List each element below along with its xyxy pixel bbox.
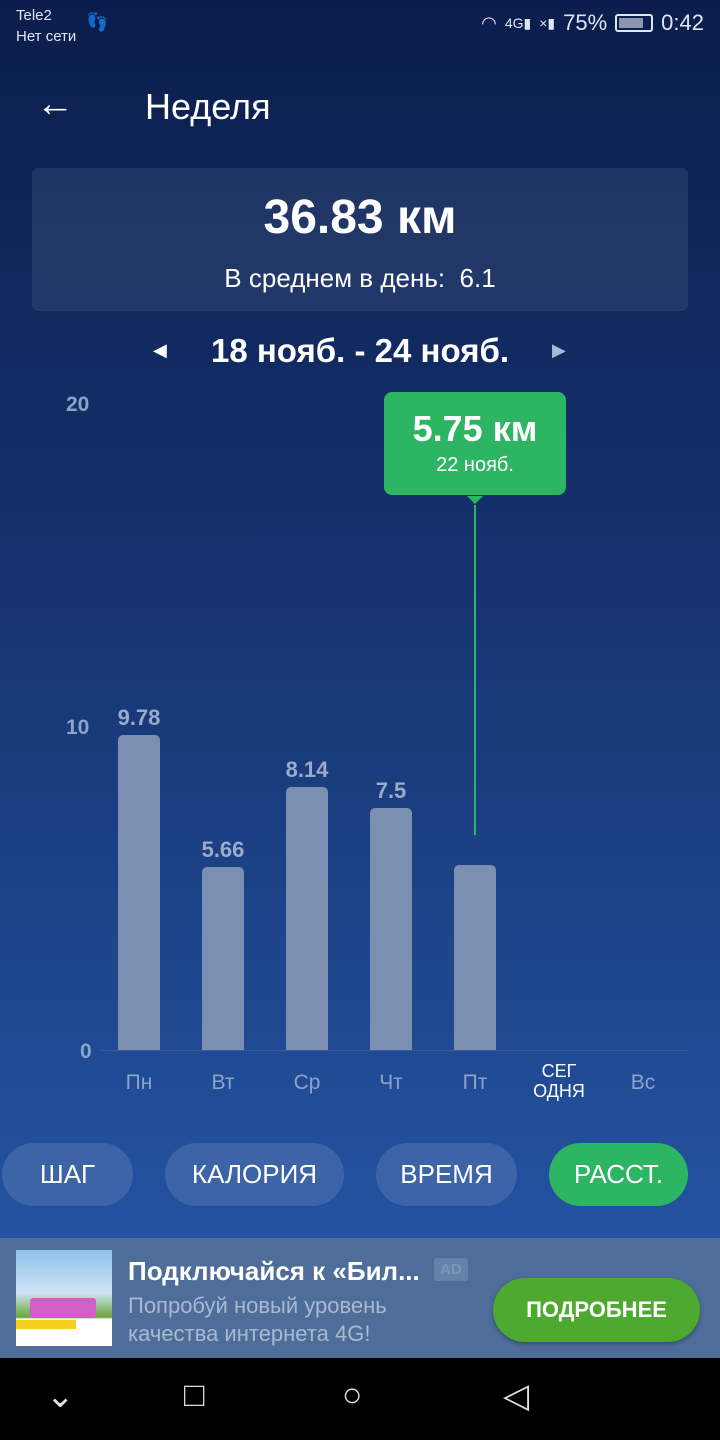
bar-4[interactable] <box>454 864 496 1050</box>
average-value: 6.1 <box>459 263 496 293</box>
tab-time[interactable]: ВРЕМЯ <box>376 1143 517 1206</box>
back-triangle-icon[interactable]: ◁ <box>503 1377 530 1415</box>
arrow-left-icon[interactable]: ← <box>36 83 74 125</box>
tooltip-value: 5.75 км <box>412 408 538 449</box>
y-tick-label: 0 <box>80 1040 92 1063</box>
ad-badge: AD <box>434 1258 468 1281</box>
home-circle-icon[interactable]: ○ <box>342 1376 363 1414</box>
wifi-icon: ◠ <box>481 12 497 33</box>
x-axis-line <box>100 1050 688 1051</box>
daily-average: В среднем в день: 6.1 <box>32 263 688 294</box>
selected-day-tooltip: 5.75 км 22 нояб. <box>384 392 566 504</box>
x-tick-label[interactable]: СЕГ ОДНЯ <box>533 1061 585 1101</box>
recents-square-icon[interactable]: □ <box>184 1376 205 1414</box>
ad-text-line: качества интернета 4G! <box>128 1321 371 1346</box>
x-tick-label[interactable]: Пн <box>125 1071 153 1094</box>
x-tick-label[interactable]: Ср <box>293 1071 321 1094</box>
summary-card: 36.83 км В среднем в день: 6.1 <box>32 168 688 311</box>
tab-calories[interactable]: КАЛОРИЯ <box>165 1143 344 1206</box>
network-status: Нет сети <box>16 28 77 45</box>
ad-more-button[interactable]: ПОДРОБНЕЕ <box>493 1278 700 1342</box>
date-range: 18 нояб. - 24 нояб. <box>211 332 509 369</box>
bar-value-label: 9.78 <box>117 704 161 730</box>
x-tick-label[interactable]: Пт <box>462 1071 488 1094</box>
x-tick-label[interactable]: Вт <box>211 1071 235 1094</box>
total-distance: 36.83 км <box>263 191 457 244</box>
tooltip-line <box>474 505 476 835</box>
ad-title[interactable]: Подключайся к «Бил... <box>128 1256 420 1286</box>
footsteps-icon: 👣 <box>86 12 109 32</box>
ad-banner[interactable]: Подключайся к «Бил... AD Попробуй новый … <box>0 1238 720 1358</box>
signal-4g-icon: 4G▮ <box>504 14 532 31</box>
ad-text: Попробуй новый уровень качества интернет… <box>128 1292 387 1348</box>
status-bar: Tele2 Нет сети 👣 ◠ 4G▮ ×▮ 75% 0:42 <box>0 0 720 50</box>
ad-text-line: Попробуй новый уровень <box>128 1293 387 1318</box>
navigation-bar: ⌄ □ ○ ◁ <box>0 1358 720 1440</box>
signal-no-sim-icon: ×▮ <box>539 14 556 31</box>
tooltip-date: 22 нояб. <box>436 454 514 476</box>
battery-saver-icon <box>615 14 654 32</box>
ad-image[interactable] <box>16 1250 112 1346</box>
chevron-down-icon[interactable]: ⌄ <box>46 1377 75 1415</box>
clock: 0:42 <box>661 10 704 35</box>
previous-week-icon[interactable]: ◀ <box>153 340 167 360</box>
bar-value-label: 8.14 <box>285 757 329 783</box>
carrier-name: Tele2 <box>16 7 52 24</box>
y-tick-label: 10 <box>66 716 90 739</box>
tab-distance[interactable]: РАССТ. <box>549 1143 688 1206</box>
bar-3[interactable] <box>370 808 412 1050</box>
tab-steps[interactable]: ШАГ <box>2 1143 133 1206</box>
x-tick-label[interactable]: Чт <box>379 1071 403 1094</box>
bar-2[interactable] <box>286 787 328 1050</box>
next-week-icon[interactable]: ▶ <box>552 340 566 360</box>
x-tick-label[interactable]: Вс <box>630 1071 656 1094</box>
carrier-info: Tele2 Нет сети <box>16 5 76 47</box>
y-tick-label: 20 <box>66 393 90 416</box>
bar-0[interactable] <box>118 734 160 1050</box>
page-title: Неделя <box>145 86 271 127</box>
status-icons: ◠ 4G▮ ×▮ 75% 0:42 <box>481 10 704 36</box>
bar-value-label: 5.66 <box>201 837 245 863</box>
average-label: В среднем в день: <box>224 263 446 293</box>
bar-1[interactable] <box>202 867 244 1050</box>
battery-percent: 75% <box>563 10 608 35</box>
bar-value-label: 7.5 <box>375 778 407 804</box>
